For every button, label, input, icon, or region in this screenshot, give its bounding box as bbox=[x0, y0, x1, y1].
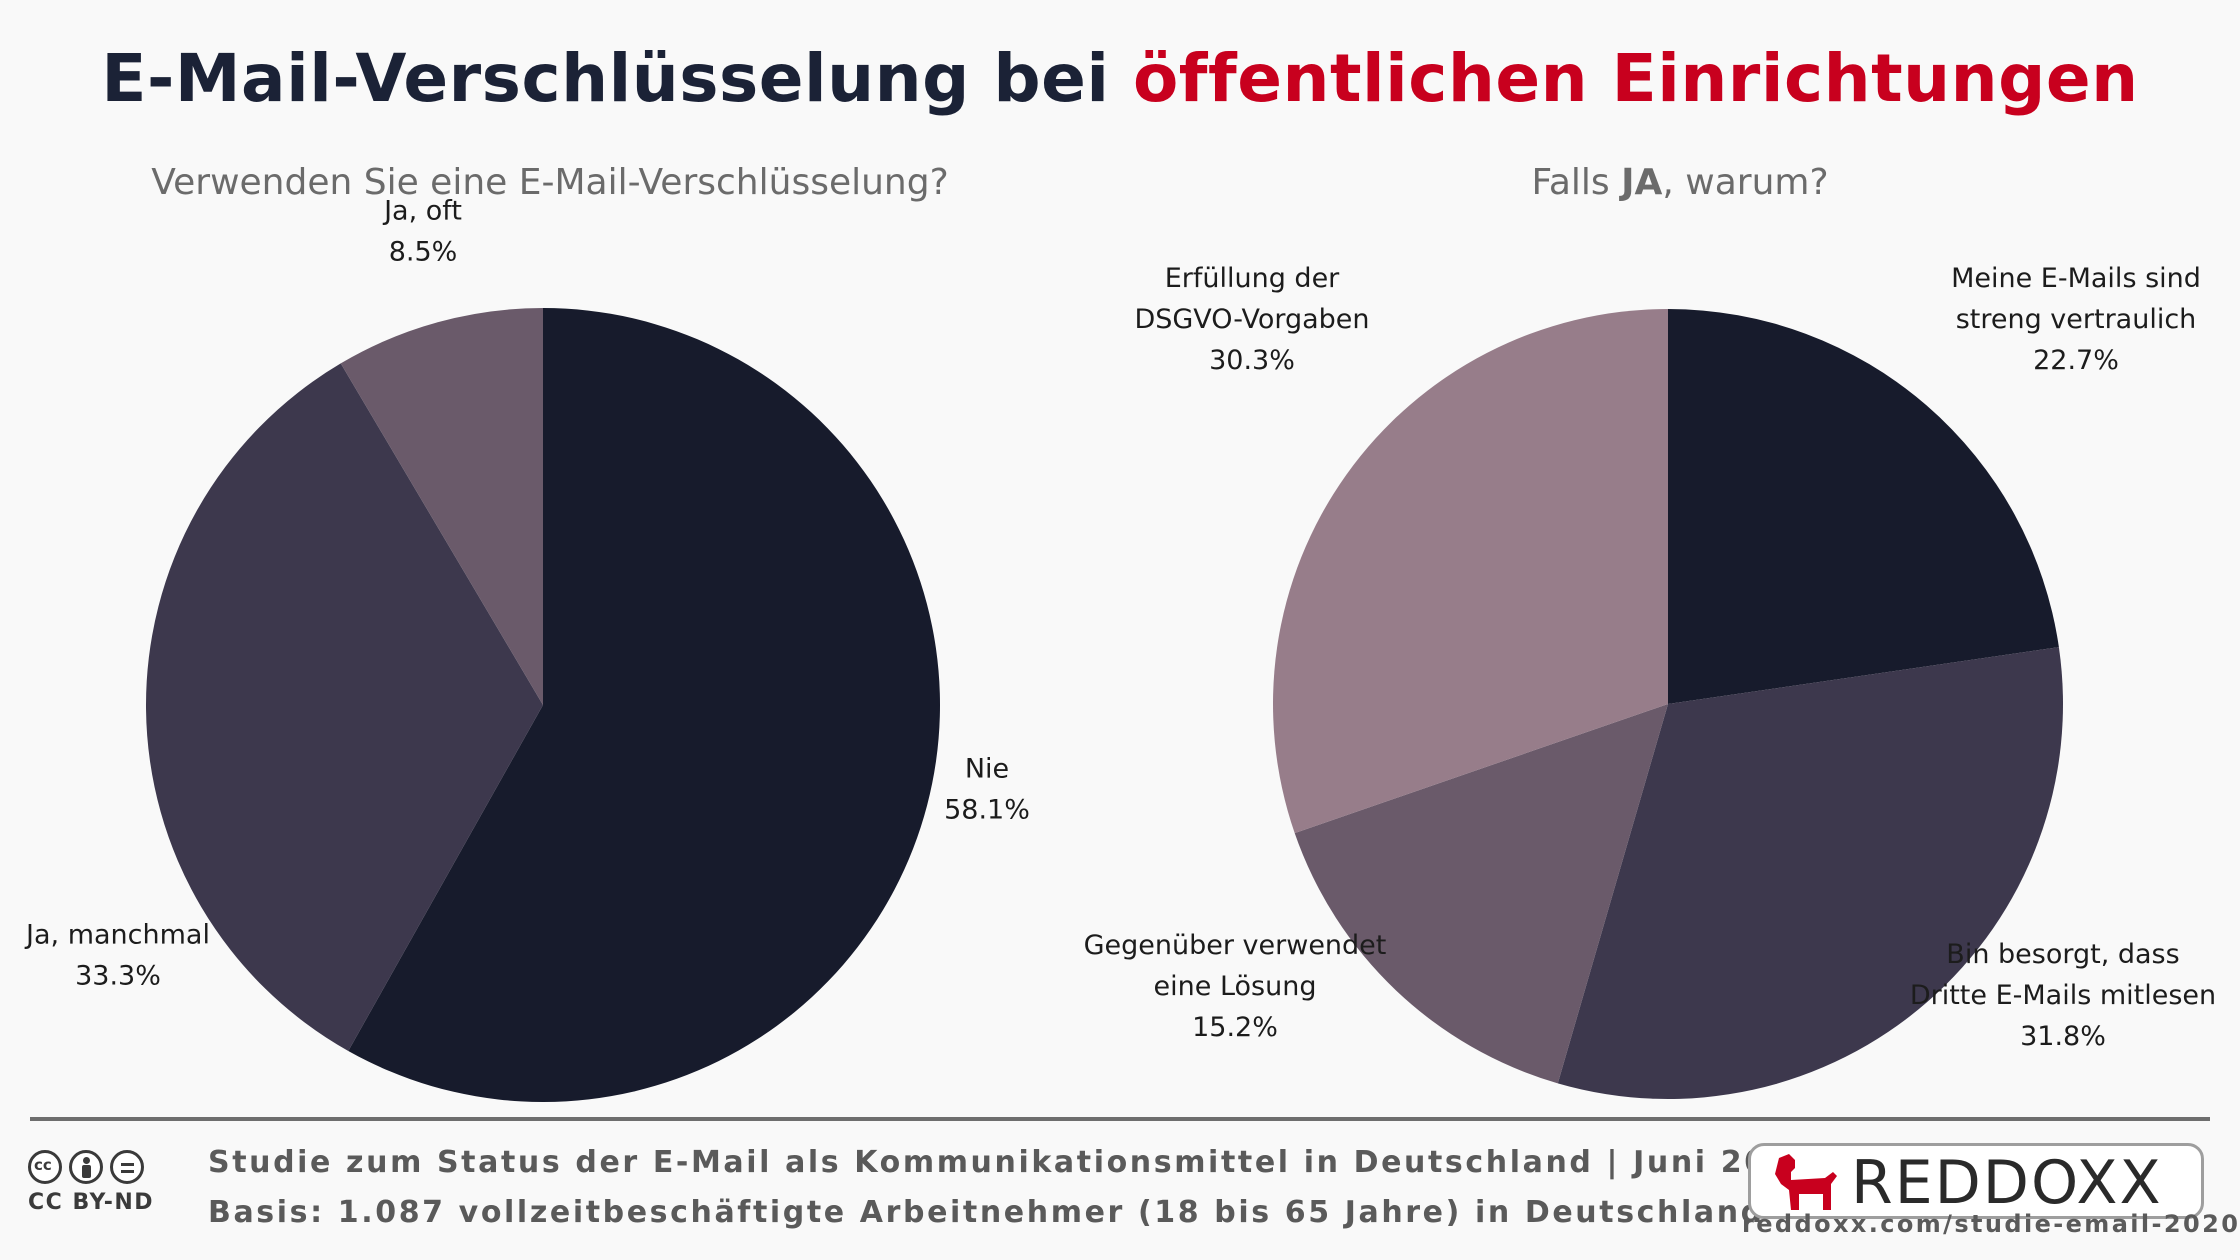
logo-wordmark: REDDOXX bbox=[1851, 1148, 2163, 1218]
license-label: CC BY-ND bbox=[28, 1190, 155, 1215]
footer-basis-line: Basis: 1.087 vollzeitbeschäftigte Arbeit… bbox=[208, 1195, 1765, 1230]
dog-logo-icon bbox=[1775, 1154, 1837, 1210]
footer-divider bbox=[30, 1117, 2210, 1121]
chart-2-title-before: Falls bbox=[1531, 162, 1622, 203]
chart-1-title: Verwenden Sie eine E-Mail-Verschlüsselun… bbox=[151, 162, 949, 203]
chart-1-slice-1 bbox=[348, 308, 940, 1102]
chart-2-title: Falls JA, warum? bbox=[1120, 162, 2240, 203]
chart-2-title-after: , warum? bbox=[1662, 162, 1829, 203]
chart-2-slice-3-label: Gegenüber verwendet eine Lösung 15.2% bbox=[1084, 930, 1387, 1043]
title-part-2-highlight: öffentlichen Einrichtungen bbox=[1132, 40, 2139, 117]
chart-1-slice-1-label: Nie 58.1% bbox=[944, 754, 1030, 826]
cc-license-badge: cc CC BY-ND bbox=[28, 1150, 168, 1215]
chart-1-slice-2 bbox=[145, 363, 543, 1051]
chart-2-slice-4-label: Erfüllung der DSGVO-Vorgaben 30.3% bbox=[1134, 263, 1369, 376]
chart-2-slice-3 bbox=[1294, 704, 1668, 1084]
chart-2-title-bold: JA bbox=[1621, 162, 1663, 203]
title-part-1: E-Mail-Verschlüsselung bei bbox=[101, 40, 1133, 117]
chart-1-slice-3 bbox=[340, 308, 543, 705]
creative-commons-icon: cc bbox=[28, 1150, 62, 1184]
reddoxx-logo: REDDOXX bbox=[1748, 1143, 2204, 1219]
study-url: reddoxx.com/studie-email-2020/ bbox=[1742, 1210, 2240, 1238]
chart-2-slice-1 bbox=[1668, 309, 2059, 704]
chart-2-slice-1-label: Meine E-Mails sind streng vertraulich 22.7… bbox=[1951, 263, 2201, 376]
chart-2-slice-4 bbox=[1272, 309, 1668, 834]
chart-2-slice-2 bbox=[1557, 647, 2063, 1100]
chart-1-slice-2-label: Ja, manchmal 33.3% bbox=[24, 920, 210, 992]
chart-1-slice-3-label: Ja, oft 8.5% bbox=[382, 196, 462, 268]
attribution-person-icon bbox=[69, 1150, 103, 1184]
no-derivatives-icon bbox=[110, 1150, 144, 1184]
chart-2-slice-2-label: Bin besorgt, dass Dritte E-Mails mitlesen… bbox=[1910, 939, 2216, 1052]
footer-study-line: Studie zum Status der E-Mail als Kommuni… bbox=[208, 1145, 1815, 1180]
page-title: E-Mail-Verschlüsselung bei öffentlichen … bbox=[0, 40, 2240, 117]
